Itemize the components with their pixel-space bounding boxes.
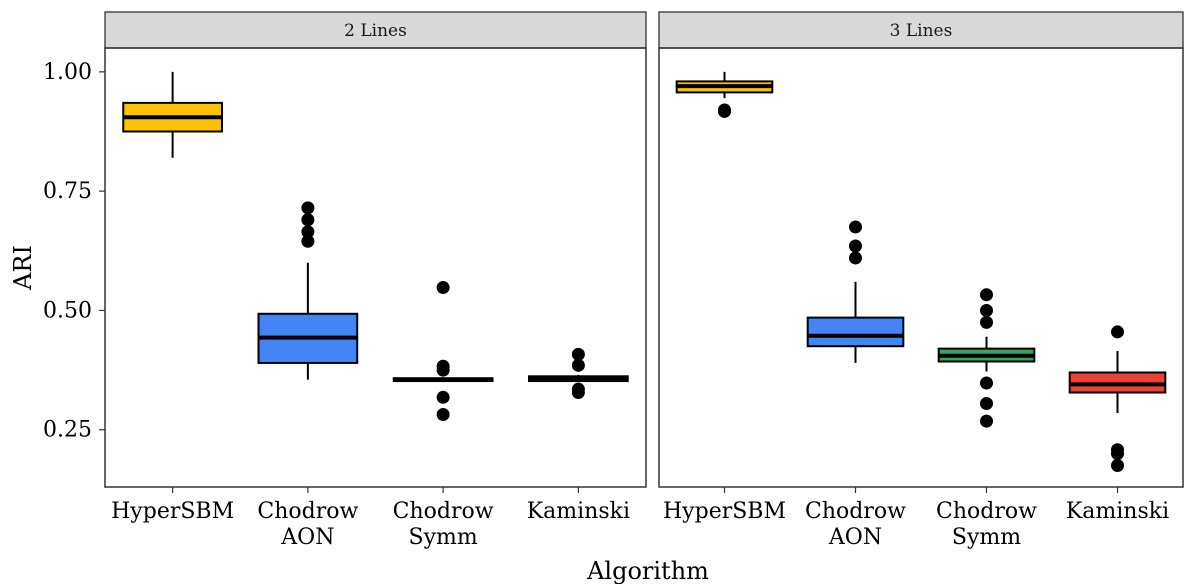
- y-tick-label: 0.50: [43, 298, 92, 323]
- outlier-point: [849, 239, 862, 253]
- x-tick-label: Chodrow: [393, 499, 494, 524]
- outlier-point: [980, 414, 993, 428]
- box: [675, 71, 774, 118]
- x-tick-label: AON: [280, 525, 334, 550]
- box: [257, 201, 359, 380]
- outlier-point: [436, 363, 450, 377]
- panel-border: [104, 47, 647, 488]
- outlier-point: [436, 407, 450, 421]
- x-tick-label: Kaminski: [1066, 499, 1169, 524]
- panel-title: 2 Lines: [344, 21, 407, 41]
- box: [937, 288, 1036, 428]
- y-tick-label: 0.75: [43, 179, 92, 204]
- outlier-point: [980, 376, 993, 390]
- outlier-point: [571, 347, 585, 361]
- y-tick-label: 0.25: [43, 418, 92, 443]
- panel-title: 3 Lines: [890, 21, 953, 41]
- outlier-point: [980, 315, 993, 329]
- x-tick-label: Symm: [952, 525, 1021, 550]
- outlier-point: [301, 225, 315, 239]
- y-tick-label: 1.00: [43, 60, 92, 85]
- box: [122, 71, 223, 158]
- outlier-point: [301, 201, 315, 215]
- x-tick-label: HyperSBM: [111, 499, 234, 524]
- y-axis-title: ARI: [9, 245, 37, 291]
- panel-border: [658, 47, 1184, 488]
- x-axis-title: Algorithm: [586, 557, 709, 584]
- outlier-point: [849, 220, 862, 234]
- outlier-point: [980, 303, 993, 317]
- box-iqr: [806, 316, 905, 348]
- x-tick-label: Symm: [409, 525, 478, 550]
- x-tick-label: Chodrow: [936, 499, 1037, 524]
- outlier-point: [1111, 447, 1124, 461]
- panel-strip: [658, 11, 1184, 49]
- outlier-point: [980, 396, 993, 410]
- outlier-point: [718, 104, 731, 118]
- outlier-point: [301, 234, 315, 248]
- outlier-point: [571, 386, 585, 400]
- x-tick-label: Chodrow: [805, 499, 906, 524]
- outlier-point: [301, 213, 315, 227]
- outlier-point: [571, 358, 585, 372]
- panel-strip: [104, 11, 647, 49]
- outlier-point: [980, 288, 993, 302]
- outlier-point: [849, 251, 862, 265]
- outlier-point: [1111, 459, 1124, 473]
- outlier-point: [436, 390, 450, 404]
- box: [392, 281, 494, 421]
- outlier-point: [436, 281, 450, 295]
- box: [806, 220, 905, 363]
- box: [1068, 325, 1167, 473]
- x-tick-label: Chodrow: [257, 499, 358, 524]
- x-tick-label: AON: [828, 525, 882, 550]
- box: [528, 347, 629, 400]
- x-tick-label: HyperSBM: [663, 499, 786, 524]
- x-tick-label: Kaminski: [527, 499, 630, 524]
- outlier-point: [1111, 325, 1124, 339]
